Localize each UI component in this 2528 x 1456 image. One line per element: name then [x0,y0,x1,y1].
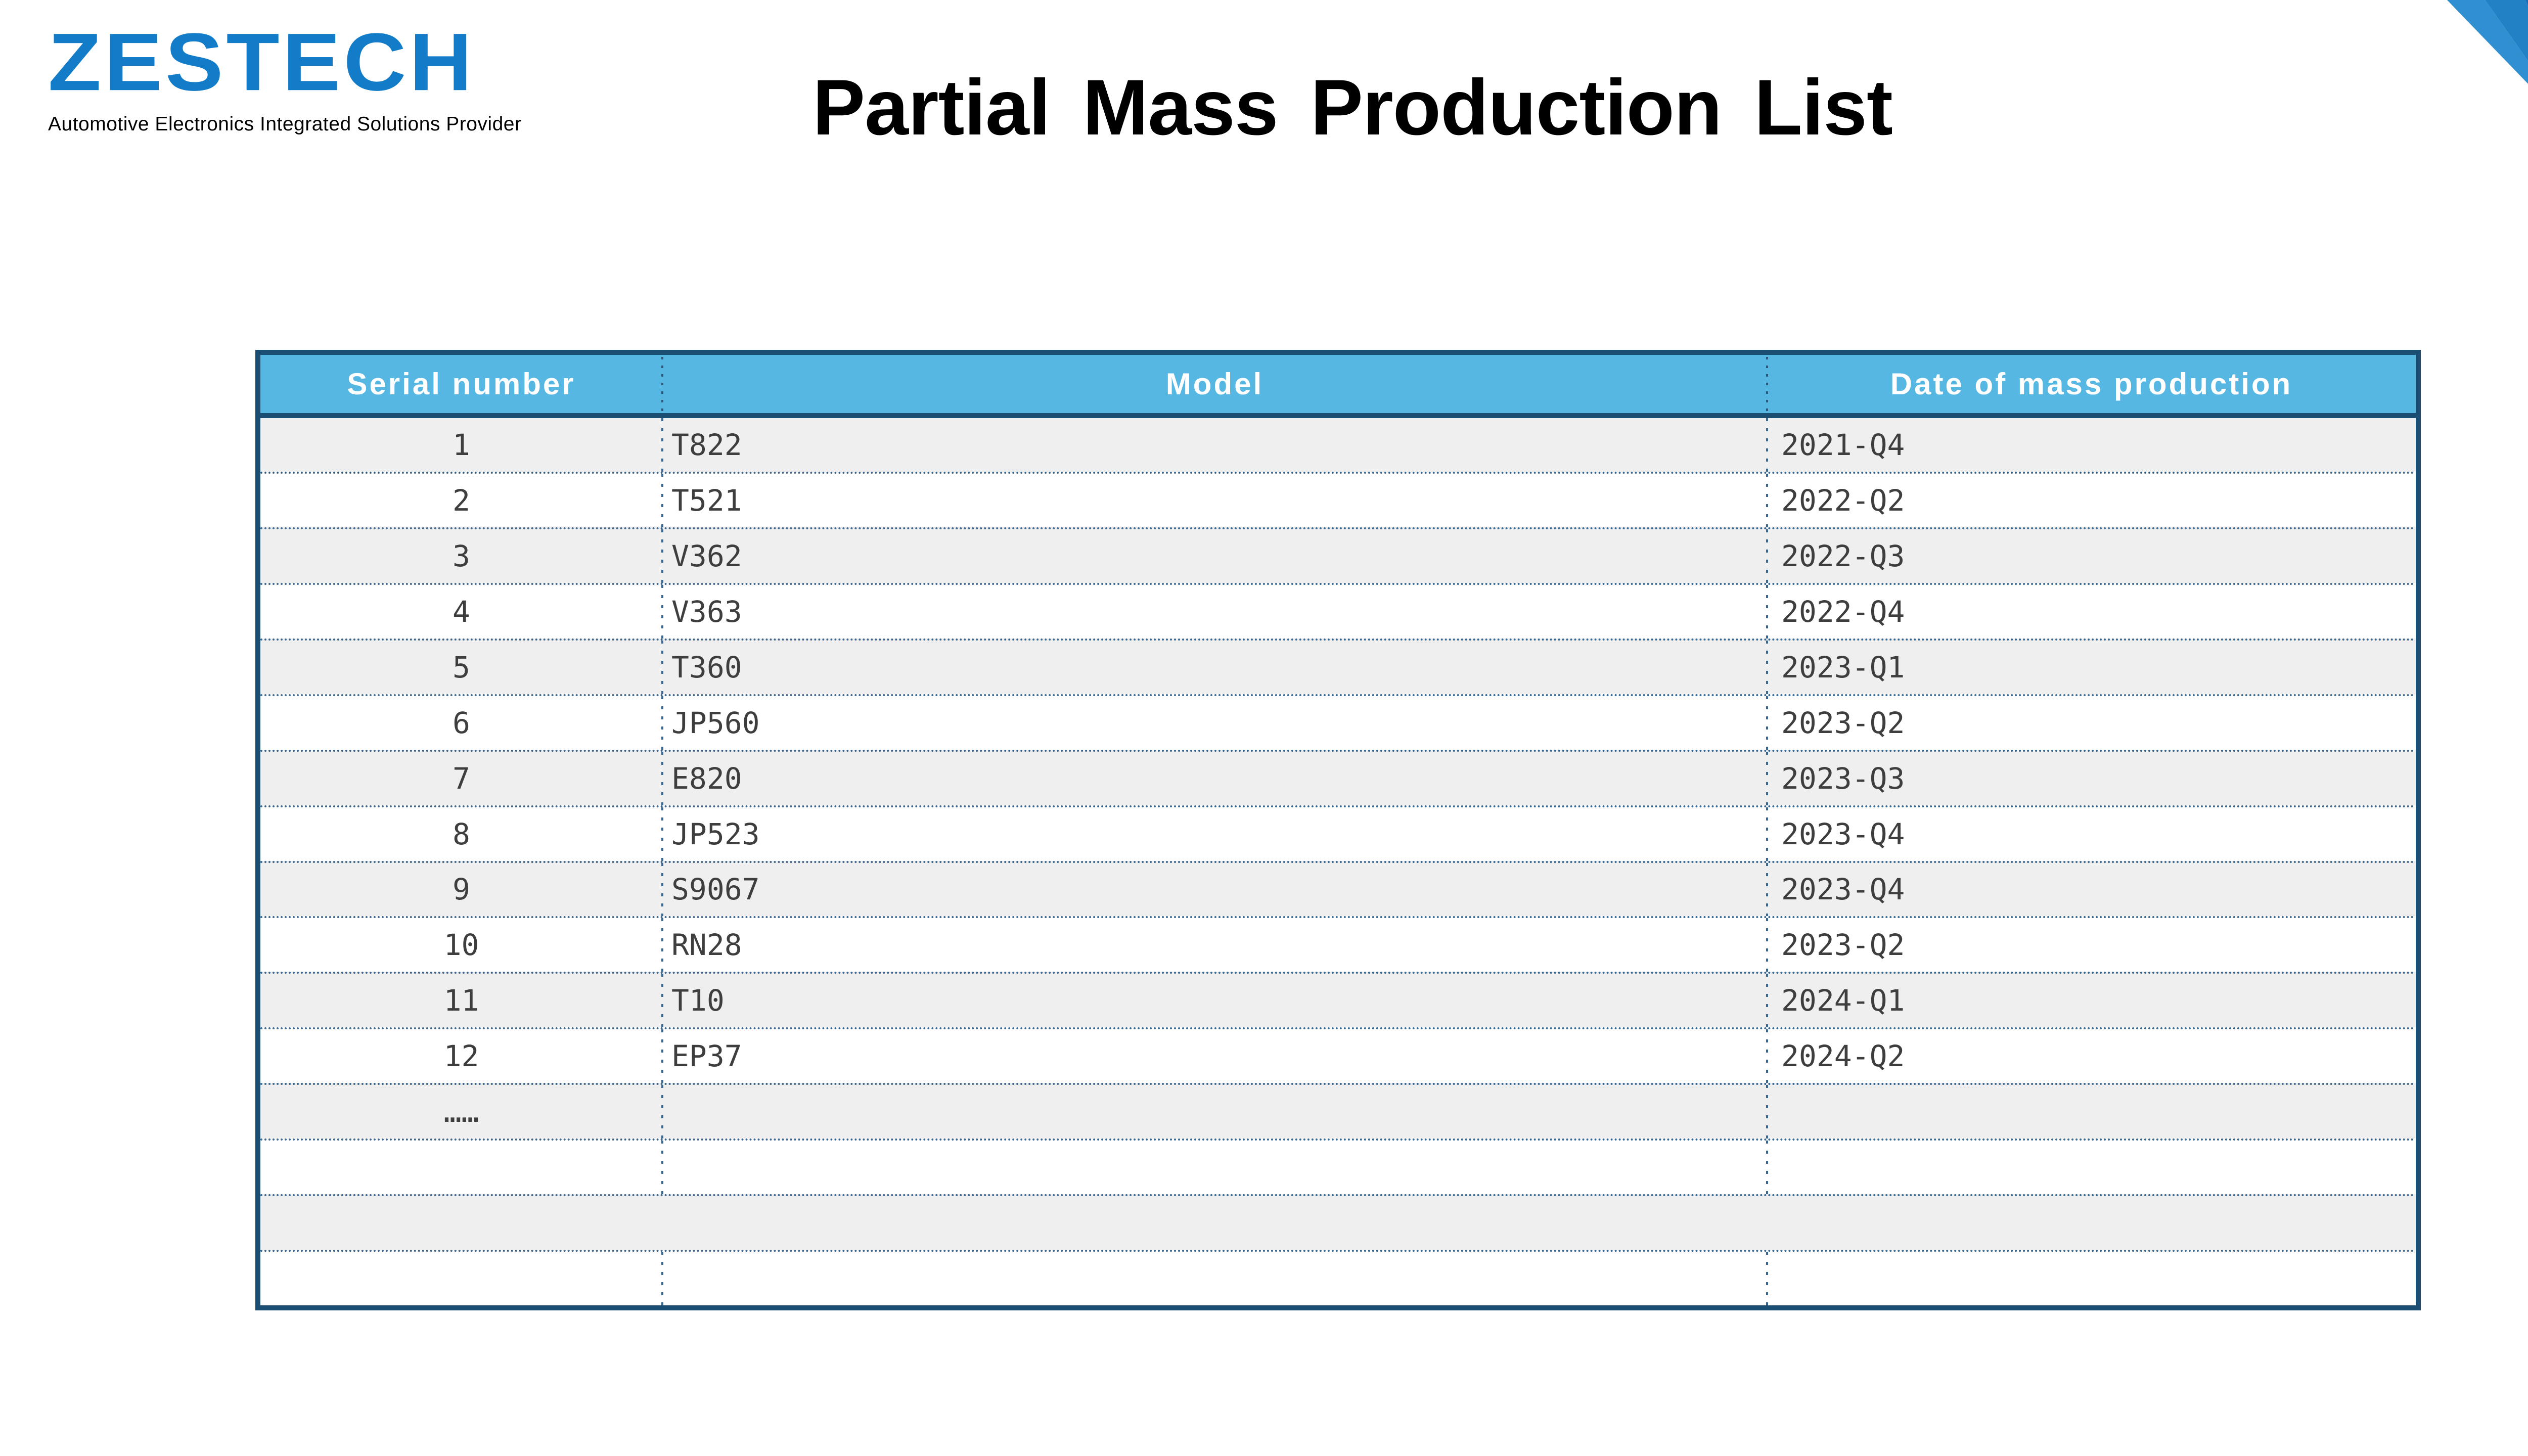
corner-decoration [2447,0,2528,84]
date-cell: 2023-Q2 [1766,696,2416,750]
page-title: Partial Mass Production List [812,64,1893,152]
table-row: 12 EP37 2024-Q2 [260,1027,2416,1083]
table-row: 6 JP560 2023-Q2 [260,694,2416,750]
date-cell: 2024-Q2 [1766,1029,2416,1083]
model-cell: T10 [661,974,1767,1028]
corner-band-light [2447,0,2528,84]
date-cell: 2024-Q1 [1766,974,2416,1028]
model-cell: T360 [661,640,1767,694]
table-row: 9 S9067 2023-Q4 [260,860,2416,917]
table-row: 3 V362 2022-Q3 [260,527,2416,583]
date-cell [1766,1085,2416,1139]
serial-cell: 8 [453,816,470,851]
model-cell: V362 [661,529,1767,583]
serial-cell: 11 [443,983,479,1018]
table-row: 8 JP523 2023-Q4 [260,805,2416,861]
model-cell: T521 [661,473,1767,527]
model-cell: JP523 [661,807,1767,861]
serial-cell: 4 [453,594,470,629]
model-cell [661,1085,1767,1139]
table-row: 11 T10 2024-Q1 [260,972,2416,1028]
table-row: 4 V363 2022-Q4 [260,582,2416,639]
model-cell: T822 [661,418,1767,472]
model-cell [661,1141,1767,1195]
table-header-row: Serial number Model Date of mass product… [260,355,2416,418]
model-cell [661,1252,1767,1305]
header-serial-number: Serial number [347,367,576,401]
serial-cell: 10 [443,928,479,963]
table-body: 1 T822 2021-Q4 2 T521 2022-Q2 3 V362 2022-Q3 4 V36… [260,418,2416,1305]
table-row: 7 E820 2023-Q3 [260,749,2416,805]
serial-cell [260,1141,662,1194]
header-date-of-mass-production: Date of mass production [1766,355,2416,413]
logo-brand-text: ZESTECH [48,16,475,108]
table-row: 1 T822 2021-Q4 [260,418,2416,472]
logo: ZESTECH Automotive Electronics Integrate… [48,21,521,135]
table-row-merged [260,1194,2416,1250]
date-cell: 2022-Q4 [1766,584,2416,639]
serial-cell: 6 [453,705,470,740]
corner-band-medium [2485,0,2528,61]
table-row: …… [260,1083,2416,1139]
date-cell: 2023-Q4 [1766,862,2416,917]
date-cell: 2023-Q1 [1766,640,2416,694]
serial-cell: 9 [453,872,470,907]
date-cell: 2023-Q4 [1766,807,2416,861]
serial-cell: 2 [453,483,470,518]
merged-cell [260,1196,2416,1250]
table-row [260,1139,2416,1195]
model-cell: EP37 [661,1029,1767,1083]
table-row [260,1250,2416,1305]
date-cell: 2023-Q3 [1766,751,2416,805]
model-cell: E820 [661,751,1767,805]
mass-production-table: Serial number Model Date of mass product… [255,350,2421,1310]
date-cell [1766,1141,2416,1195]
serial-cell [260,1252,662,1305]
table-row: 10 RN28 2023-Q2 [260,916,2416,972]
model-cell: S9067 [661,862,1767,917]
model-cell: RN28 [661,918,1767,972]
logo-tagline: Automotive Electronics Integrated Soluti… [48,113,522,135]
date-cell [1766,1252,2416,1305]
date-cell: 2022-Q2 [1766,473,2416,527]
header-model: Model [661,355,1767,413]
serial-cell: 12 [443,1039,479,1074]
serial-cell: …… [443,1095,479,1129]
date-cell: 2022-Q3 [1766,529,2416,583]
corner-band-dark [2525,0,2528,6]
serial-cell: 3 [453,538,470,573]
table-row: 2 T521 2022-Q2 [260,471,2416,527]
model-cell: V363 [661,584,1767,639]
serial-cell: 1 [453,427,470,462]
date-cell: 2023-Q2 [1766,918,2416,972]
model-cell: JP560 [661,696,1767,750]
serial-cell: 5 [453,650,470,685]
date-cell: 2021-Q4 [1766,418,2416,472]
serial-cell: 7 [453,761,470,796]
table-row: 5 T360 2023-Q1 [260,638,2416,694]
